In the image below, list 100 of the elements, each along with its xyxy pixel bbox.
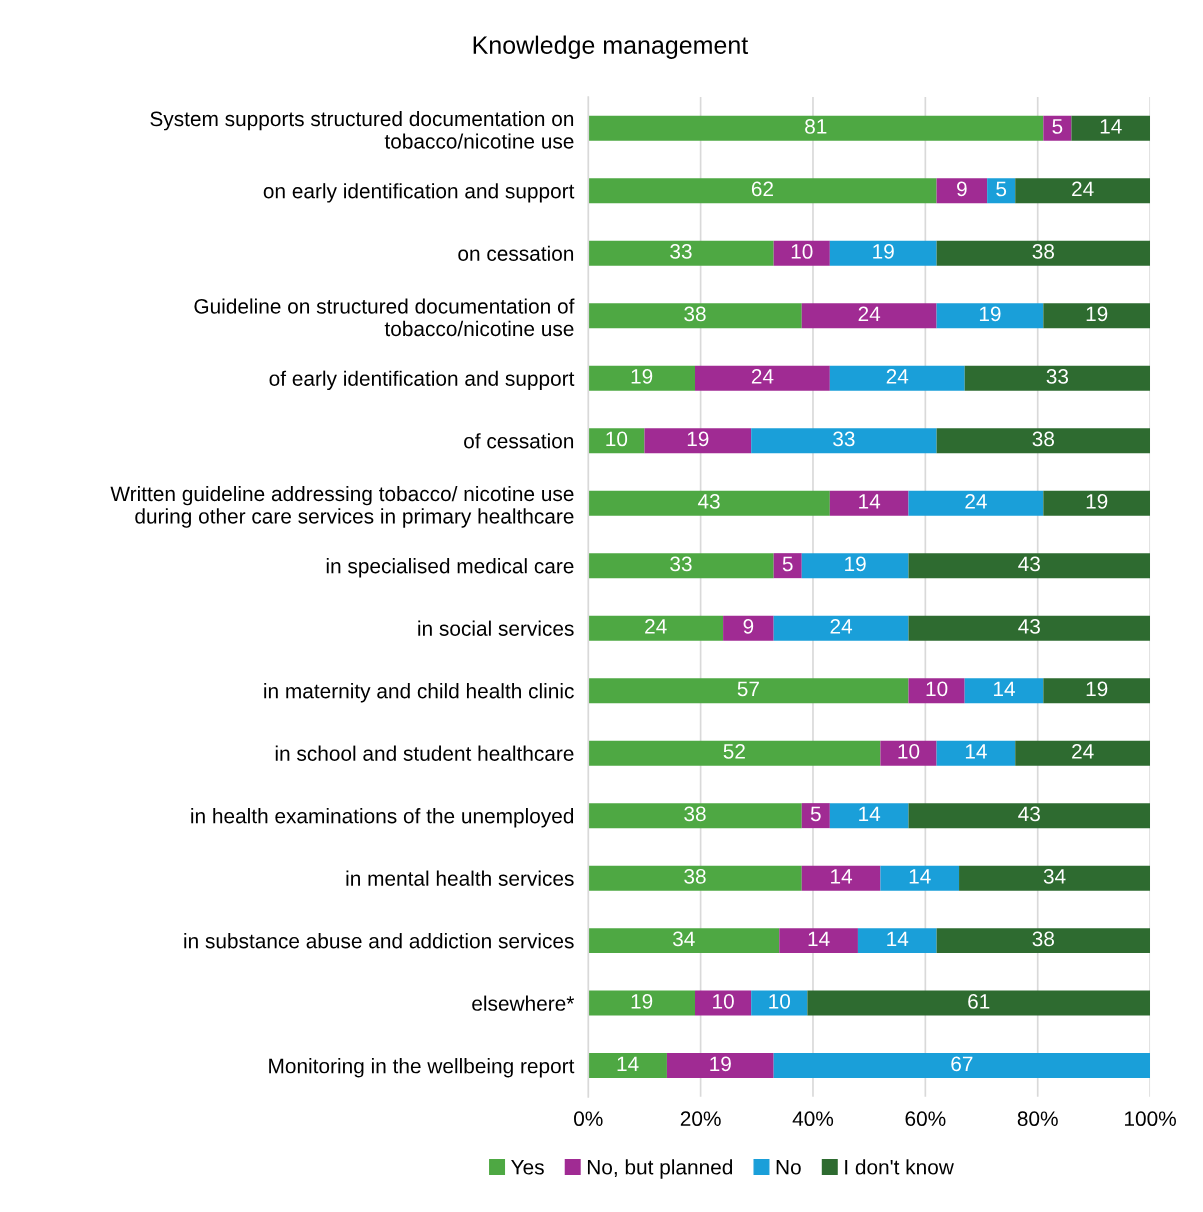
data-label: 9 bbox=[743, 619, 754, 634]
bar bbox=[588, 1053, 667, 1079]
x-tick-label: 20% bbox=[680, 1111, 721, 1127]
bar bbox=[588, 678, 909, 704]
bar bbox=[588, 615, 724, 641]
bar bbox=[801, 303, 937, 329]
data-label: 67 bbox=[951, 1056, 973, 1072]
data-label: 24 bbox=[965, 494, 987, 509]
bar bbox=[588, 490, 830, 516]
bar bbox=[829, 240, 937, 266]
data-label: 24 bbox=[751, 369, 774, 384]
data-label: 19 bbox=[1086, 306, 1108, 322]
data-label: 14 bbox=[965, 744, 987, 759]
data-label: 81 bbox=[805, 119, 827, 134]
bar bbox=[880, 865, 960, 891]
data-label: 10 bbox=[898, 743, 920, 759]
data-label: 24 bbox=[886, 369, 909, 384]
bar bbox=[695, 365, 830, 391]
data-label: 33 bbox=[1046, 369, 1069, 384]
data-label: 24 bbox=[645, 619, 667, 634]
bar bbox=[773, 553, 802, 579]
y-tick-label: of cessation bbox=[464, 433, 574, 449]
data-label: 38 bbox=[684, 868, 706, 884]
bar bbox=[773, 615, 909, 641]
y-tick-label: Monitoring in the wellbeing report bbox=[269, 1058, 575, 1078]
bar bbox=[1071, 115, 1151, 141]
data-label: 33 bbox=[670, 244, 692, 259]
data-label: 38 bbox=[684, 806, 706, 822]
bar bbox=[588, 240, 774, 266]
y-tick-label: in specialised medical care bbox=[326, 558, 574, 578]
data-label: 14 bbox=[859, 494, 881, 509]
bar bbox=[801, 803, 830, 829]
bar bbox=[801, 553, 909, 579]
data-label: 14 bbox=[1100, 119, 1122, 134]
data-label: 43 bbox=[1018, 556, 1040, 572]
y-tick-label: on early identification and support bbox=[263, 183, 575, 203]
bar bbox=[644, 428, 752, 454]
data-label: 19 bbox=[631, 369, 653, 384]
bar bbox=[936, 928, 1151, 954]
x-tick-label: 80% bbox=[1017, 1111, 1058, 1127]
data-label: 38 bbox=[1032, 244, 1055, 259]
bar bbox=[773, 240, 830, 266]
data-label: 9 bbox=[957, 181, 967, 197]
y-tick-label: System supports structured documentation on tobacco/nicotine use bbox=[150, 110, 574, 149]
data-label: 24 bbox=[830, 619, 853, 634]
data-label: 43 bbox=[697, 494, 720, 509]
data-label: 24 bbox=[858, 306, 881, 322]
data-label: 38 bbox=[1032, 431, 1055, 447]
legend-label: No, but planned bbox=[587, 1159, 733, 1179]
bar bbox=[773, 1053, 1151, 1079]
data-label: 14 bbox=[808, 931, 830, 947]
bar bbox=[695, 990, 752, 1016]
bar bbox=[588, 553, 774, 579]
data-label: 19 bbox=[1086, 681, 1108, 697]
data-label: 43 bbox=[1018, 806, 1040, 822]
bar bbox=[936, 428, 1151, 454]
bar bbox=[880, 740, 937, 766]
bar bbox=[751, 428, 937, 454]
y-tick-label: in substance abuse and addiction services bbox=[184, 933, 574, 949]
data-label: 24 bbox=[1072, 181, 1094, 197]
bar bbox=[1043, 303, 1151, 329]
bar bbox=[1015, 740, 1151, 766]
data-label: 19 bbox=[1086, 494, 1108, 509]
data-label: 34 bbox=[672, 931, 695, 947]
data-label: 19 bbox=[631, 993, 653, 1009]
bar bbox=[588, 928, 780, 954]
y-tick-label: Guideline on structured documentation of tobacco/nicotine use bbox=[194, 298, 575, 337]
bar bbox=[936, 740, 1016, 766]
bar bbox=[751, 990, 808, 1016]
data-label: 52 bbox=[723, 743, 745, 759]
bar bbox=[936, 178, 988, 204]
data-label: 14 bbox=[859, 806, 881, 822]
data-label: 10 bbox=[791, 244, 813, 259]
bar bbox=[1043, 678, 1151, 704]
data-label: 61 bbox=[968, 993, 990, 1009]
data-label: 14 bbox=[887, 931, 909, 947]
x-tick-label: 100% bbox=[1125, 1111, 1176, 1127]
data-label: 5 bbox=[1052, 119, 1063, 134]
x-tick-label: 40% bbox=[792, 1111, 834, 1127]
bar bbox=[829, 490, 909, 516]
y-tick-label: Written guideline addressing tobacco/ nicotine use during other care services in primary healthcare bbox=[110, 485, 574, 528]
data-label: 33 bbox=[670, 556, 692, 572]
bar bbox=[588, 365, 696, 391]
bar bbox=[908, 490, 1044, 516]
y-tick-label: in mental health services bbox=[346, 870, 574, 886]
data-label: 10 bbox=[606, 431, 628, 447]
y-tick-label: elsewhere* bbox=[472, 995, 575, 1011]
bar bbox=[588, 803, 802, 829]
data-label: 5 bbox=[996, 181, 1007, 197]
bar bbox=[588, 115, 1044, 141]
bar bbox=[908, 678, 965, 704]
bar bbox=[588, 990, 696, 1016]
legend-label: I don't know bbox=[845, 1159, 954, 1175]
bar bbox=[723, 615, 774, 641]
x-tick-label: 60% bbox=[905, 1111, 946, 1127]
bar bbox=[829, 803, 909, 829]
bar bbox=[908, 803, 1151, 829]
data-label: 34 bbox=[1043, 868, 1066, 884]
bar bbox=[987, 178, 1016, 204]
y-tick-label: on cessation bbox=[458, 245, 574, 261]
